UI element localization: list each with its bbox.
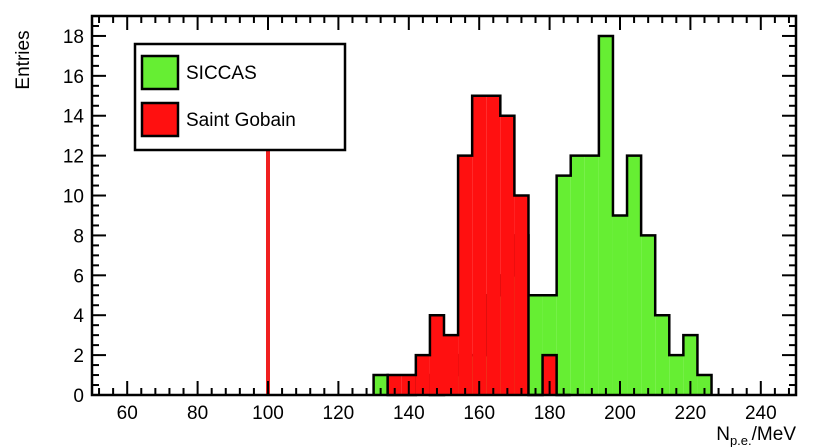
x-tick-label-100: 100 [252,403,284,424]
y-tick-label-4: 4 [73,306,84,327]
x-tick-label-120: 120 [323,403,355,424]
y-tick-label-16: 16 [63,67,84,88]
y-tick-label-10: 10 [63,187,84,208]
x-axis-label-tail: /MeV [752,424,797,445]
x-tick-label-60: 60 [117,403,138,424]
bar-siccas-186 [570,155,585,395]
legend: SICCAS Saint Gobain [133,42,347,152]
legend-label-0: SICCAS [186,63,257,84]
y-tick-label-2: 2 [73,346,84,367]
bar-siccas-222 [697,375,712,395]
bar-siccas-202 [627,155,642,395]
bar-saint-gobain-162 [486,95,501,395]
y-tick-label-0: 0 [73,386,84,407]
y-tick-label-8: 8 [73,226,84,247]
x-axis-label-main: N [716,424,730,445]
y-tick-label-18: 18 [63,27,84,48]
bar-saint-gobain-150 [444,335,459,395]
y-tick-label-14: 14 [63,107,85,128]
bar-siccas-210 [655,315,670,395]
bar-siccas-174 [528,295,543,395]
y-axis-label: Entries [13,30,34,89]
x-tick-label-200: 200 [604,403,636,424]
y-tick-label-6: 6 [73,266,84,287]
series-saint-gobain [386,94,571,397]
bar-siccas-130 [373,375,388,395]
bar-siccas-218 [683,335,698,395]
bar-siccas-214 [669,355,684,395]
bar-saint-gobain-142 [415,355,430,395]
bar-saint-gobain-158 [472,95,487,395]
bar-siccas-206 [641,235,656,395]
bar-saint-gobain-170 [514,195,529,395]
x-axis-label: Np.e./MeV [716,424,796,447]
legend-label-1: Saint Gobain [186,110,296,131]
bar-saint-gobain-134 [387,375,402,395]
bar-siccas-198 [612,215,628,395]
bar-saint-gobain-178 [542,355,557,395]
legend-swatch-1 [140,101,180,138]
x-tick-label-180: 180 [534,403,566,424]
bar-saint-gobain-146 [429,315,444,395]
legend-swatch-0 [140,54,180,91]
bar-siccas-190 [584,155,599,395]
axes-group: 60 80 100 120 140 160 180 200 220 240 0 2 4 6 8 10 12 14 1… [63,14,798,424]
y-tick-label-12: 12 [63,147,84,168]
x-axis-label-sub: p.e. [730,433,752,447]
x-tick-label-140: 140 [393,403,425,424]
bar-saint-gobain-154 [458,155,473,395]
x-tick-label-160: 160 [463,403,495,424]
x-tick-label-220: 220 [675,403,707,424]
bar-siccas-194 [598,35,613,396]
x-tick-label-240: 240 [745,403,777,424]
bar-siccas-182 [556,175,571,395]
bar-saint-gobain-166 [500,115,515,395]
histogram-bars [372,34,713,397]
x-tick-label-80: 80 [187,403,208,424]
